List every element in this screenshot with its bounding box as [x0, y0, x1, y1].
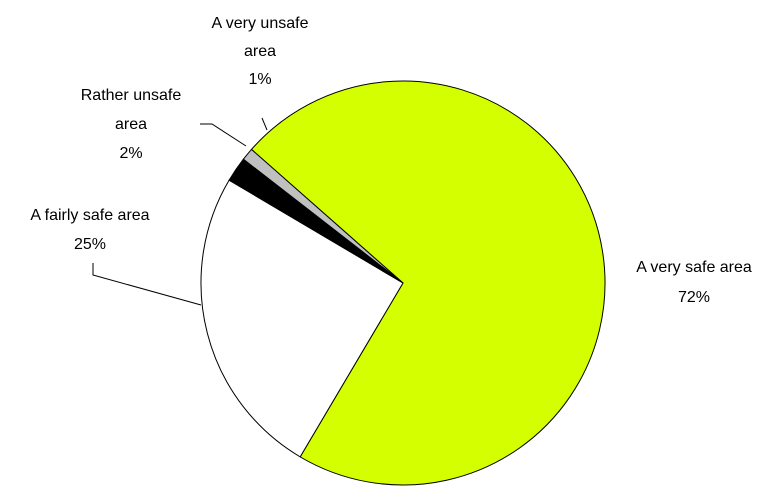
slice-percent-label: 72%	[678, 289, 710, 306]
slice-percent-label: 1%	[248, 71, 271, 88]
slice-name-label: A very unsafe	[212, 15, 309, 32]
slice-labels: A very safe area 72% A fairly safe area 25%…	[30, 15, 751, 306]
leader-lines	[92, 117, 268, 306]
slice-percent-label: 25%	[74, 236, 106, 253]
leader-line-4	[261, 117, 268, 131]
slice-name-label: area	[115, 116, 147, 133]
slice-name-label: area	[244, 43, 276, 60]
leader-line-2	[92, 263, 202, 306]
slice-name-label: A very safe area	[636, 259, 752, 276]
pie-slice-4	[242, 148, 404, 284]
slice-name-label: A fairly safe area	[30, 207, 149, 224]
slice-name-label: Rather unsafe	[81, 87, 182, 104]
pie-slice-1	[250, 80, 606, 486]
leader-line-3	[200, 123, 247, 147]
slice-percent-label: 2%	[119, 145, 142, 162]
pie-slice-2	[200, 179, 404, 458]
pie-slices	[200, 80, 606, 486]
